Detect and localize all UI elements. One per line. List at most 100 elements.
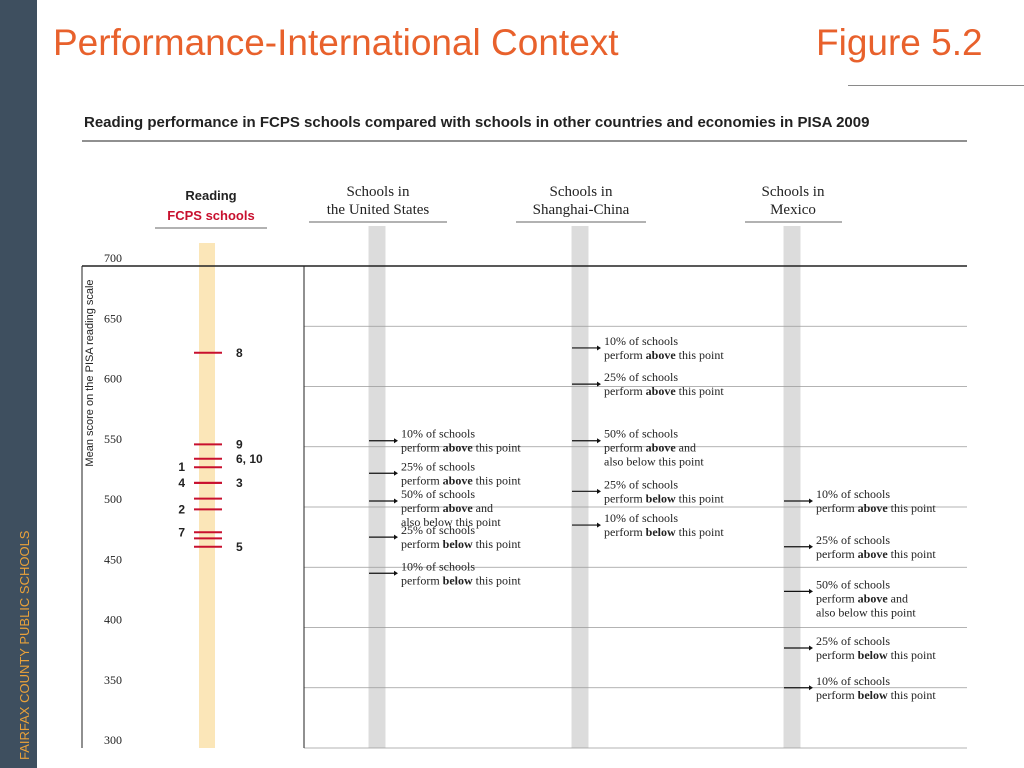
us-percentile-line1: 10% of schools — [401, 427, 475, 441]
y-tick-label-300: 300 — [104, 733, 122, 747]
percentile-line2-bold: below — [858, 648, 888, 662]
us-band — [368, 226, 386, 748]
percentile-line2-post: this point — [676, 491, 725, 505]
percentile-line2-post: this point — [473, 537, 522, 551]
us-percentile-line1: 10% of schools — [401, 559, 475, 573]
percentile-line2-pre: perform — [604, 384, 646, 398]
mexico-percentile-line2: perform below this point — [816, 648, 936, 662]
mexico-percentile-line3: also below this point — [816, 605, 916, 619]
percentile-line2-pre: perform — [401, 501, 443, 515]
percentile-line2-pre: perform — [816, 688, 858, 702]
percentile-line2-bold: below — [646, 491, 676, 505]
y-tick-label-650: 650 — [104, 311, 122, 325]
mexico-percentile-line1: 10% of schools — [816, 487, 890, 501]
shanghai-percentile-line2: perform below this point — [604, 525, 724, 539]
percentile-line2-pre: perform — [604, 348, 646, 362]
fcps-school-label: 8 — [236, 346, 243, 360]
percentile-line2-post: this point — [676, 525, 725, 539]
percentile-line2-pre: perform — [401, 573, 443, 587]
column-headers: Reading FCPS schools Schools in the Unit… — [155, 184, 842, 229]
percentile-line2-pre: perform — [816, 591, 858, 605]
mexico-percentile-line1: 25% of schools — [816, 533, 890, 547]
mexico-percentile-arrow — [809, 588, 813, 594]
us-header-line2: the United States — [327, 202, 430, 218]
shanghai-percentile-line1: 25% of schools — [604, 477, 678, 491]
mexico-percentile-line2: perform above and — [816, 591, 908, 605]
y-tick-label-600: 600 — [104, 372, 122, 386]
percentile-line2-pre: perform — [816, 648, 858, 662]
title-rule — [848, 85, 1024, 86]
us-percentile-arrow — [394, 470, 398, 476]
percentile-line2-post: this point — [473, 441, 522, 455]
percentile-line2-bold: above — [646, 348, 677, 362]
percentile-line2-pre: perform — [401, 441, 443, 455]
percentile-line2-post: this point — [888, 501, 937, 515]
percentile-line2-post: and — [473, 501, 493, 515]
fcps-school-label: 4 — [178, 476, 185, 490]
mexico-percentile-line1: 10% of schools — [816, 674, 890, 688]
mexico-percentile-line1: 50% of schools — [816, 577, 890, 591]
us-percentile-line3: also below this point — [401, 515, 501, 529]
fcps-school-label: 1 — [178, 460, 185, 474]
shanghai-percentile-line1: 50% of schools — [604, 427, 678, 441]
y-tick-label-350: 350 — [104, 673, 122, 687]
shanghai-percentile-arrow — [597, 345, 601, 351]
us-percentile-arrow — [394, 570, 398, 576]
fcps-school-label: 6, 10 — [236, 452, 263, 466]
shanghai-percentile-line1: 10% of schools — [604, 511, 678, 525]
mexico-percentile-arrow — [809, 645, 813, 651]
mexico-percentile-line2: perform below this point — [816, 688, 936, 702]
y-tick-label-500: 500 — [104, 492, 122, 506]
mexico-band — [783, 226, 801, 748]
percentile-line2-bold: above — [443, 501, 474, 515]
percentile-line2-bold: above — [646, 441, 677, 455]
shanghai-percentile-line2: perform above and — [604, 441, 696, 455]
fcps-header-line2: FCPS schools — [167, 208, 254, 223]
y-axis-ticks: 700 650 600 550 500 450 400 350 300 — [104, 251, 122, 747]
chart-title: Reading performance in FCPS schools comp… — [84, 114, 869, 131]
fcps-school-label: 3 — [236, 476, 243, 490]
mexico-percentile-arrow — [809, 498, 813, 504]
fcps-school-label: 9 — [236, 437, 243, 451]
us-percentile-arrow — [394, 438, 398, 444]
fcps-band — [199, 243, 215, 748]
us-header-line1: Schools in — [347, 184, 410, 200]
us-percentile-arrow — [394, 498, 398, 504]
percentile-line2-post: this point — [888, 688, 937, 702]
percentile-line2-bold: above — [443, 441, 474, 455]
mexico-header-line2: Mexico — [770, 202, 816, 218]
percentile-line2-bold: below — [858, 688, 888, 702]
fcps-school-label: 7 — [178, 525, 185, 539]
shanghai-percentile-line2: perform above this point — [604, 348, 724, 362]
grid-lines — [82, 265, 967, 749]
mexico-percentile-arrow — [809, 685, 813, 691]
fcps-school-label: 5 — [236, 540, 243, 554]
percentile-line2-bold: above — [858, 547, 889, 561]
shanghai-percentile-arrow — [597, 438, 601, 444]
shanghai-header-line1: Schools in — [550, 184, 613, 200]
y-axis-label: Mean score on the PISA reading scale — [84, 279, 96, 466]
percentile-line2-post: this point — [473, 573, 522, 587]
percentile-line2-bold: below — [443, 537, 473, 551]
mexico-percentile-line2: perform above this point — [816, 547, 936, 561]
sidebar: FAIRFAX COUNTY PUBLIC SCHOOLS — [0, 0, 37, 768]
us-percentile-arrow — [394, 534, 398, 540]
us-percentile-line2: perform below this point — [401, 573, 521, 587]
us-percentile-line2: perform above this point — [401, 473, 521, 487]
percentile-line2-post: this point — [473, 473, 522, 487]
percentile-line2-post: and — [888, 591, 908, 605]
us-percentile-line1: 25% of schools — [401, 459, 475, 473]
percentile-line2-post: this point — [676, 348, 725, 362]
percentile-line2-pre: perform — [604, 525, 646, 539]
percentile-line2-bold: above — [443, 473, 474, 487]
percentile-line2-pre: perform — [604, 491, 646, 505]
percentile-line2-bold: above — [646, 384, 677, 398]
shanghai-percentile-line1: 10% of schools — [604, 334, 678, 348]
figure-label: Figure 5.2 — [816, 22, 983, 63]
percentile-line2-bold: below — [646, 525, 676, 539]
mexico-percentile-line2: perform above this point — [816, 501, 936, 515]
percentile-line2-pre: perform — [816, 501, 858, 515]
y-tick-label-550: 550 — [104, 432, 122, 446]
